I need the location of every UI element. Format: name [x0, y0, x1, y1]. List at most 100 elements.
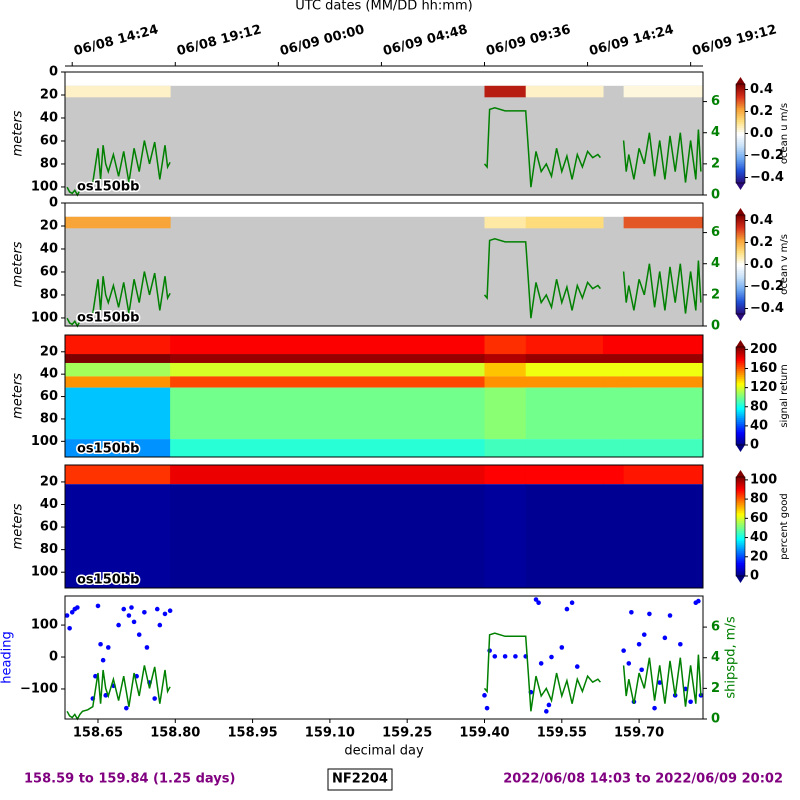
heat-cell: [484, 465, 527, 485]
colorbar-segment: [736, 105, 745, 109]
y-tick-label: 100: [31, 310, 58, 325]
colorbar-segment: [736, 484, 745, 488]
colorbar-segment: [736, 254, 745, 258]
y-tick-label: 40: [40, 241, 58, 256]
heat-cell: [484, 216, 527, 229]
heat-cell: [170, 335, 485, 355]
colorbar-tick-label: 0.2: [750, 235, 773, 250]
heat-cell: [170, 439, 485, 457]
colorbar-segment: [736, 546, 745, 549]
heat-cell: [525, 465, 604, 485]
plot-frame: [64, 202, 704, 327]
colorbar-tick-label: 40: [750, 418, 768, 433]
colorbar-segment: [736, 242, 745, 246]
heat-cell: [525, 362, 604, 377]
heading-point: [696, 598, 701, 604]
colorbar-segment: [736, 411, 745, 415]
colorbar-segment: [736, 441, 745, 444]
y2-tick-label: 0: [711, 319, 720, 334]
colorbar-segment: [736, 405, 745, 409]
colorbar-segment: [736, 302, 745, 305]
x-tick-label: 159.25: [382, 726, 432, 741]
colorbar-segment: [736, 403, 745, 407]
colorbar-tick-label: 100: [750, 472, 777, 487]
y-tick-label: 60: [40, 133, 58, 148]
colorbar-segment: [736, 310, 745, 313]
colorbar-segment: [736, 179, 745, 182]
y-axis-label: heading: [0, 631, 15, 684]
colorbar-extend: [736, 340, 745, 347]
colorbar-segment: [736, 568, 745, 571]
colorbar-segment: [736, 502, 745, 506]
colorbar-segment: [736, 352, 745, 356]
colorbar-segment: [736, 477, 745, 480]
panel-label: os150bb: [77, 180, 139, 195]
y2-axis-label: shipspd, m/s: [724, 616, 739, 698]
top-tick-label: 06/09 00:00: [278, 22, 366, 59]
colorbar-segment: [736, 496, 745, 500]
colorbar-segment: [736, 95, 745, 99]
heading-point: [492, 654, 498, 659]
colorbar-segment: [736, 220, 745, 224]
heading-point: [678, 641, 683, 647]
colorbar-segment: [736, 129, 745, 133]
colorbar-extend: [736, 470, 745, 477]
colorbar-segment: [736, 224, 745, 228]
colorbar-segment: [736, 163, 745, 166]
y-tick-label: 20: [40, 218, 58, 233]
colorbar-segment: [736, 427, 745, 430]
colorbar-segment: [736, 504, 745, 508]
colorbar-segment: [736, 141, 745, 144]
colorbar-segment: [736, 530, 745, 533]
y-tick-label: 100: [31, 565, 58, 580]
colorbar-segment: [736, 133, 745, 136]
heat-cell: [170, 484, 485, 588]
colorbar-tick-label: 20: [750, 549, 768, 564]
colorbar-segment: [736, 494, 745, 498]
colorbar-segment: [736, 149, 745, 152]
heading-point: [549, 654, 554, 660]
colorbar-segment: [736, 392, 745, 395]
colorbar-segment: [736, 218, 745, 222]
no-data: [65, 85, 703, 195]
colorbar-segment: [736, 145, 745, 148]
colorbar-segment: [736, 123, 745, 127]
heading-point: [538, 661, 544, 666]
heading-point: [564, 606, 570, 612]
heading-point: [105, 645, 111, 650]
colorbar-segment: [736, 169, 745, 172]
heading-point: [124, 705, 129, 711]
heat-cell: [623, 465, 704, 485]
heat-cell: [525, 216, 604, 229]
colorbar-segment: [736, 544, 745, 547]
x-tick-label: 159.55: [537, 726, 587, 741]
heat-cell: [65, 439, 171, 457]
y2-tick-label: 2: [711, 287, 720, 302]
heading-point: [636, 641, 642, 647]
colorbar-segment: [736, 143, 745, 146]
colorbar-segment: [736, 238, 745, 242]
colorbar-segment: [736, 478, 745, 482]
colorbar-segment: [736, 121, 745, 125]
heat-cell: [65, 354, 171, 363]
heat-cell: [603, 387, 625, 440]
colorbar-segment: [736, 370, 745, 373]
colorbar-segment: [736, 248, 745, 252]
heading-point: [502, 654, 508, 659]
colorbar-segment: [736, 372, 745, 375]
colorbar-tick-label: 0.0: [750, 257, 773, 272]
colorbar-segment: [736, 435, 745, 438]
colorbar-segment: [736, 115, 745, 119]
heading-point: [647, 611, 652, 617]
heat-cell: [603, 335, 625, 355]
heading-point: [64, 613, 70, 618]
heading-point: [67, 625, 72, 631]
heat-cell: [603, 362, 625, 377]
heading-point: [126, 613, 132, 618]
heading-point: [621, 648, 626, 653]
colorbar-segment: [736, 384, 745, 387]
heat-cell: [525, 439, 604, 457]
heading-point: [116, 622, 121, 628]
colorbar-extend: [736, 77, 745, 84]
colorbar-segment: [736, 570, 745, 573]
